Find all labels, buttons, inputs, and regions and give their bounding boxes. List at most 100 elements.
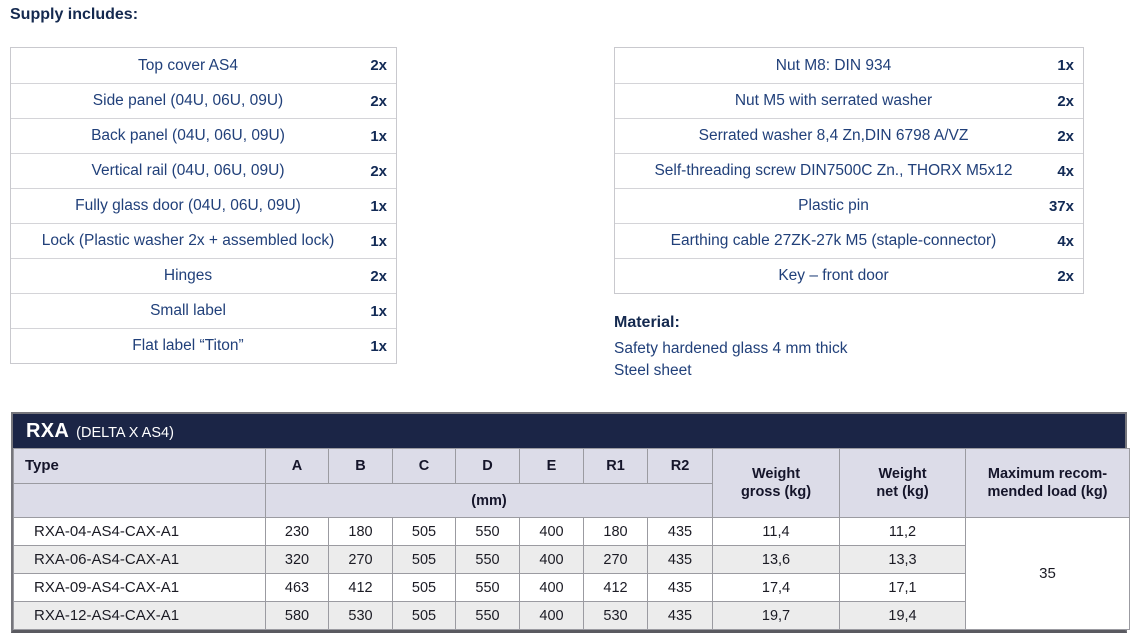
dim-a: 580 [265,601,329,630]
supply-item-name: Hinges [163,267,213,284]
supply-row: Flat label “Titon” 1x [11,328,396,363]
dim-d: 550 [455,545,520,574]
supply-item-name: Back panel (04U, 06U, 09U) [91,127,285,144]
max-load-value: 35 [965,517,1130,630]
supply-item-name: Vertical rail (04U, 06U, 09U) [91,162,285,179]
supply-item-name: Small label [150,302,226,319]
supply-row: Vertical rail (04U, 06U, 09U) 2x [11,153,396,188]
supply-item-qty: 2x [370,267,387,285]
supply-item-name: Flat label “Titon” [132,337,244,354]
col-header-d: D [455,448,520,484]
type-cell: RXA-04-AS4-CAX-A1 [13,517,266,546]
supply-item-name: Top cover AS4 [138,56,238,74]
weight-net: 19,4 [839,601,966,630]
dim-a: 230 [265,517,329,546]
supply-includes-heading: Supply includes: [10,6,139,23]
supply-item-qty: 1x [370,127,387,145]
supply-row: Hinges 2x [11,258,396,293]
supply-item-name: Earthing cable 27ZK-27k M5 (staple-conne… [670,232,997,249]
dim-e: 400 [519,573,584,602]
col-header-weight-gross: Weight gross (kg) [712,448,840,518]
supply-item-qty: 1x [370,337,387,355]
supply-item-qty: 1x [370,302,387,320]
dim-d: 550 [455,601,520,630]
dim-e: 400 [519,601,584,630]
col-header-e: E [519,448,584,484]
rxa-series-subtitle: (DELTA X AS4) [76,425,174,441]
weight-gross: 11,4 [712,517,840,546]
material-line: Steel sheet [614,362,692,379]
supply-item-name: Side panel (04U, 06U, 09U) [92,92,284,109]
col-header-b: B [328,448,393,484]
type-cell: RXA-12-AS4-CAX-A1 [13,601,266,630]
supply-row: Self-threading screw DIN7500C Zn., THORX… [615,153,1083,188]
col-header-max-load: Maximum recom- mended load (kg) [965,448,1130,518]
supply-row: Nut M8: DIN 934 1x [615,48,1083,83]
supply-item-qty: 37x [1048,197,1074,215]
supply-item-qty: 2x [1057,267,1074,285]
supply-row: Nut M5 with serrated washer 2x [615,83,1083,118]
dim-e: 400 [519,545,584,574]
dim-a: 463 [265,573,329,602]
col-header-type: Type [13,448,266,484]
dim-r2: 435 [647,573,713,602]
header-row-1: Type A B C D E R1 R2 Weight gross (kg) W… [13,448,1130,518]
supply-item-qty: 2x [370,92,387,110]
supply-item-qty: 1x [1057,57,1074,74]
dim-r2: 435 [647,545,713,574]
supply-item-name: Nut M5 with serrated washer [734,92,933,109]
supply-table-right: Nut M8: DIN 934 1x Nut M5 with serrated … [614,47,1084,294]
dim-r1: 530 [583,601,648,630]
supply-row: Key – front door 2x [615,258,1083,293]
supply-row: Lock (Plastic washer 2x + assembled lock… [11,223,396,258]
type-cell: RXA-09-AS4-CAX-A1 [13,573,266,602]
supply-item-qty: 2x [370,57,387,74]
supply-item-name: Fully glass door (04U, 06U, 09U) [75,197,301,214]
dim-c: 505 [392,601,456,630]
rxa-dimensions-table: Type A B C D E R1 R2 Weight gross (kg) W… [13,448,1130,630]
table-row: RXA-06-AS4-CAX-A1 320 270 505 550 400 27… [13,545,1130,574]
supply-item-qty: 1x [370,232,387,250]
table-row: RXA-09-AS4-CAX-A1 463 412 505 550 400 41… [13,573,1130,602]
weight-gross: 13,6 [712,545,840,574]
dim-c: 505 [392,545,456,574]
material-heading: Material: [614,314,680,331]
dim-r2: 435 [647,601,713,630]
col-header-r1: R1 [583,448,648,484]
dim-d: 550 [455,517,520,546]
dim-b: 412 [328,573,393,602]
material-block: Material: Safety hardened glass 4 mm thi… [614,312,847,382]
supply-item-name: Plastic pin [798,197,869,214]
dim-e: 400 [519,517,584,546]
supply-item-qty: 2x [370,162,387,180]
dim-b: 180 [328,517,393,546]
supply-item-qty: 4x [1057,162,1074,180]
weight-net: 17,1 [839,573,966,602]
rxa-spec-table: RXA (DELTA X AS4) Type A B C D E R1 R2 W… [11,412,1130,633]
rxa-series-title: RXA [26,420,70,442]
col-header-r2: R2 [647,448,713,484]
dim-a: 320 [265,545,329,574]
weight-net: 11,2 [839,517,966,546]
supply-item-name: Serrated washer 8,4 Zn,DIN 6798 A/VZ [698,127,969,144]
dim-c: 505 [392,517,456,546]
dim-r1: 412 [583,573,648,602]
material-line: Safety hardened glass 4 mm thick [614,340,848,357]
supply-row: Serrated washer 8,4 Zn,DIN 6798 A/VZ 2x [615,118,1083,153]
supply-row: Earthing cable 27ZK-27k M5 (staple-conne… [615,223,1083,258]
weight-gross: 17,4 [712,573,840,602]
supply-item-qty: 2x [1057,127,1074,145]
dim-d: 550 [455,573,520,602]
supply-row: Small label 1x [11,293,396,328]
weight-net: 13,3 [839,545,966,574]
unit-header-mm: (mm) [265,483,713,518]
supply-table-left: Top cover AS4 2x Side panel (04U, 06U, 0… [10,47,397,364]
weight-gross: 19,7 [712,601,840,630]
supply-item-qty: 4x [1057,232,1074,250]
supply-item-qty: 1x [370,197,387,215]
col-header-c: C [392,448,456,484]
type-cell: RXA-06-AS4-CAX-A1 [13,545,266,574]
dim-r1: 270 [583,545,648,574]
supply-row: Back panel (04U, 06U, 09U) 1x [11,118,396,153]
